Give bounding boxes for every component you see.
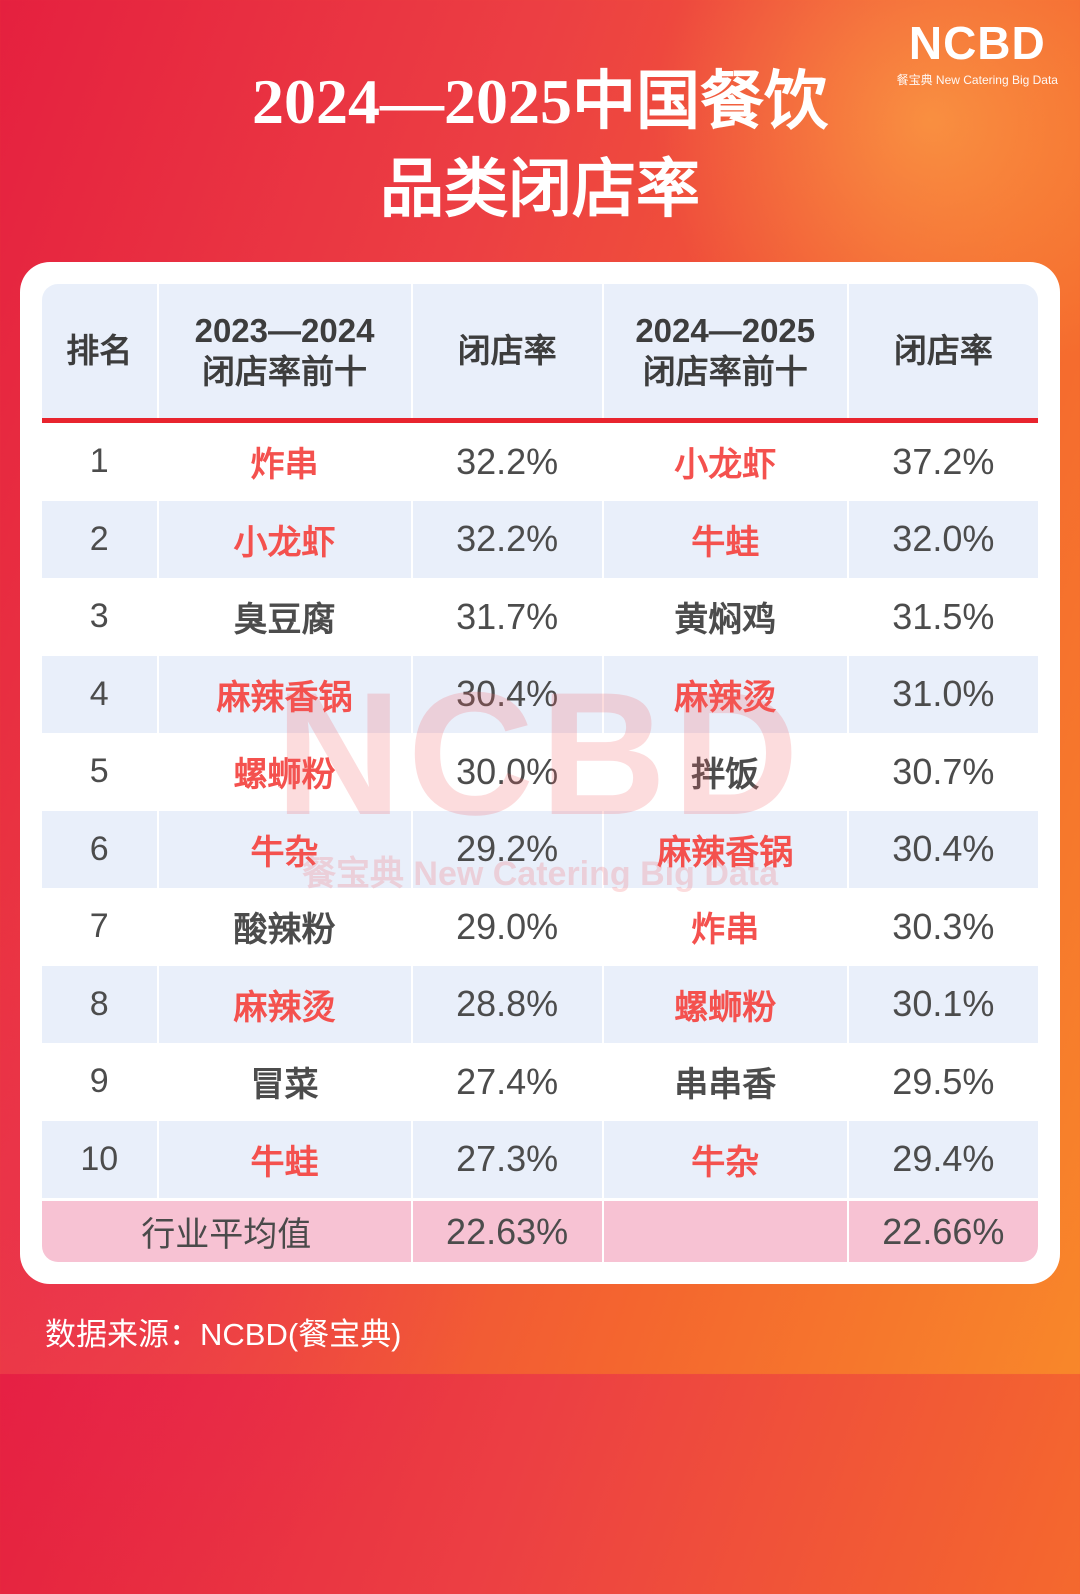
brand-logo: NCBD 餐宝典 New Catering Big Data [897,20,1058,88]
average-empty-cell [601,1201,847,1262]
category-2024: 串串香 [601,1043,847,1121]
rate-2024: 30.1% [846,965,1038,1043]
category-2024: 炸串 [601,888,847,966]
header-2023-category: 2023—2024 闭店率前十 [156,284,411,418]
rate-2024: 37.2% [846,423,1038,501]
table-row: 6 牛杂 29.2% 麻辣香锅 30.4% [42,810,1038,888]
category-2024: 麻辣香锅 [601,810,847,888]
rate-2024: 30.7% [846,733,1038,811]
rate-2024: 29.4% [846,1120,1038,1198]
category-2024: 麻辣烫 [601,655,847,733]
header-2023-line2: 闭店率前十 [202,353,368,390]
page-title: 2024—2025中国餐饮 品类闭店率 [0,58,1080,235]
rate-2023: 31.7% [410,578,602,656]
average-rate-2024: 22.66% [846,1201,1038,1262]
rank-cell: 7 [89,907,109,946]
rank-cell: 3 [89,597,109,636]
category-2024: 螺蛳粉 [601,965,847,1043]
rate-2023: 32.2% [410,423,602,501]
header-rate-2024: 闭店率 [846,284,1038,418]
average-rate-2023: 22.63% [410,1201,602,1262]
rate-2023: 27.3% [410,1120,602,1198]
rate-2024: 30.3% [846,888,1038,966]
rate-2023: 28.8% [410,965,602,1043]
table-row: 1 炸串 32.2% 小龙虾 37.2% [42,423,1038,501]
category-2024: 牛杂 [601,1120,847,1198]
header-2024-line2: 闭店率前十 [642,353,808,390]
rate-2024: 31.5% [846,578,1038,656]
rank-cell: 9 [89,1062,109,1101]
category-2023: 冒菜 [156,1043,411,1121]
rank-cell: 5 [89,752,109,791]
category-2024: 黄焖鸡 [601,578,847,656]
table-row: 8 麻辣烫 28.8% 螺蛳粉 30.1% [42,965,1038,1043]
category-2023: 麻辣烫 [156,965,411,1043]
rate-2024: 31.0% [846,655,1038,733]
table-row: 9 冒菜 27.4% 串串香 29.5% [42,1043,1038,1121]
rank-cell: 10 [80,1139,119,1178]
header-2024-line1: 2024—2025 [635,311,816,349]
rank-cell: 2 [89,519,109,558]
category-2023: 牛蛙 [156,1120,411,1198]
category-2023: 螺蛳粉 [156,733,411,811]
rank-cell: 8 [89,984,109,1023]
table-card: 排名 2023—2024 闭店率前十 闭店率 2024—2025 闭店率前十 闭… [20,262,1060,1284]
table-row: 5 螺蛳粉 30.0% 拌饭 30.7% [42,733,1038,811]
data-source: 数据来源：NCBD(餐宝典) [45,1317,402,1352]
rate-2023: 27.4% [410,1043,602,1121]
header-2024-category: 2024—2025 闭店率前十 [601,284,847,418]
rank-cell: 1 [89,442,109,481]
rate-2023: 30.4% [410,655,602,733]
table-row: 4 麻辣香锅 30.4% 麻辣烫 31.0% [42,655,1038,733]
header-divider [42,418,1038,423]
table-header-row: 排名 2023—2024 闭店率前十 闭店率 2024—2025 闭店率前十 闭… [42,284,1038,418]
brand-logo-tagline: 餐宝典 New Catering Big Data [896,73,1058,87]
table-row: 10 牛蛙 27.3% 牛杂 29.4% [42,1120,1038,1198]
header-rank: 排名 [66,332,133,370]
category-2023: 麻辣香锅 [156,655,411,733]
rate-2024: 29.5% [846,1043,1038,1121]
category-2023: 酸辣粉 [156,888,411,966]
average-label: 行业平均值 [141,1216,312,1254]
rate-2023: 29.2% [410,810,602,888]
category-2023: 牛杂 [156,810,411,888]
table-row: 3 臭豆腐 31.7% 黄焖鸡 31.5% [42,578,1038,656]
average-row: 行业平均值 22.63% 22.66% [42,1198,1038,1262]
rank-cell: 6 [89,829,109,868]
rate-2024: 30.4% [846,810,1038,888]
category-2023: 小龙虾 [156,500,411,578]
category-2023: 炸串 [156,423,411,501]
category-2024: 牛蛙 [601,500,847,578]
table-body: 1 炸串 32.2% 小龙虾 37.2% 2 小龙虾 32.2% 牛蛙 32.0… [42,423,1038,1198]
rank-cell: 4 [89,674,109,713]
category-2023: 臭豆腐 [156,578,411,656]
brand-logo-text: NCBD [908,17,1046,69]
page-title-line2: 品类闭店率 [380,154,700,226]
page-title-line1: 2024—2025中国餐饮 [252,66,828,137]
rate-2024: 32.0% [846,500,1038,578]
rate-2023: 29.0% [410,888,602,966]
table-row: 2 小龙虾 32.2% 牛蛙 32.0% [42,500,1038,578]
category-2024: 小龙虾 [601,423,847,501]
rate-2023: 30.0% [410,733,602,811]
header-rate-2023: 闭店率 [410,284,602,418]
table-row: 7 酸辣粉 29.0% 炸串 30.3% [42,888,1038,966]
rate-2023: 32.2% [410,500,602,578]
header-2023-line1: 2023—2024 [194,311,375,349]
category-2024: 拌饭 [601,733,847,811]
closure-rate-table: 排名 2023—2024 闭店率前十 闭店率 2024—2025 闭店率前十 闭… [42,284,1038,1262]
